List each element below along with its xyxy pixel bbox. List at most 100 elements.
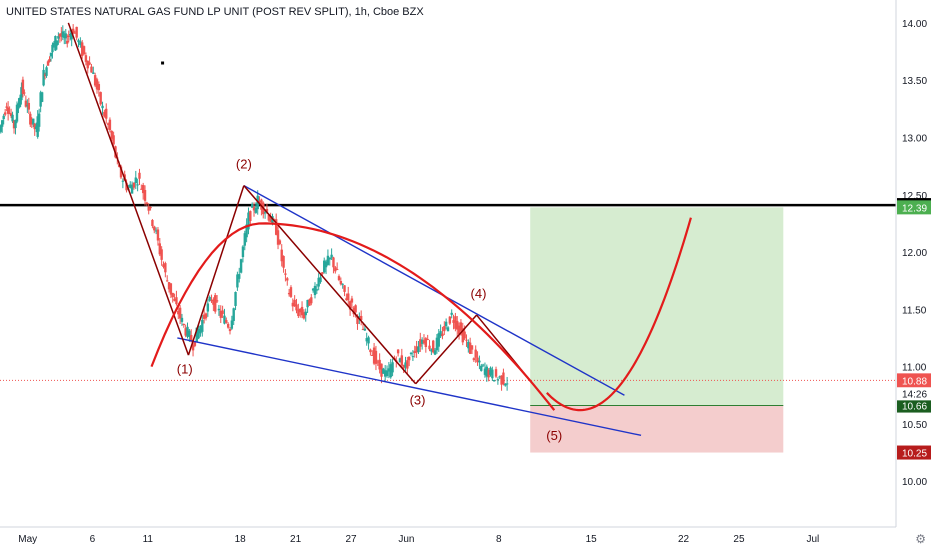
candle-body — [112, 135, 115, 145]
candle-body — [73, 32, 77, 34]
candle-body — [243, 233, 246, 246]
candle-body — [110, 130, 113, 139]
candle-body — [147, 206, 150, 211]
candle-body — [93, 75, 97, 86]
candle-body — [69, 33, 72, 36]
candle-body — [323, 260, 326, 273]
candle-body — [52, 42, 56, 46]
candle-body — [363, 328, 367, 331]
wave-label: (4) — [471, 286, 487, 301]
candle-body — [481, 364, 485, 366]
x-tick-label: Jul — [806, 534, 819, 545]
candle-body — [49, 52, 53, 57]
candle-body — [232, 308, 235, 321]
y-tick-label: 11.50 — [902, 305, 927, 316]
candle-body — [138, 172, 141, 179]
chart-title: UNITED STATES NATURAL GAS FUND LP UNIT (… — [6, 6, 424, 18]
candle-body — [289, 287, 293, 297]
candle-body — [319, 277, 322, 283]
candle-body — [215, 300, 219, 302]
candle-body — [55, 40, 59, 46]
wave-label: (2) — [236, 156, 252, 171]
candle-body — [11, 114, 14, 122]
candle-body — [45, 67, 48, 76]
x-tick-label: 25 — [733, 534, 745, 545]
candle-body — [37, 113, 41, 127]
target-zone — [530, 207, 784, 406]
candle-body — [389, 364, 392, 378]
candle-body — [90, 66, 93, 73]
candle-body — [274, 219, 278, 235]
candle-body — [125, 182, 128, 191]
candle-body — [5, 106, 8, 108]
candle-body — [228, 329, 232, 332]
candle-body — [252, 206, 256, 211]
candle-body — [321, 272, 324, 275]
candle-body — [468, 342, 472, 354]
candle-body — [452, 320, 455, 323]
candle-body — [441, 333, 444, 337]
gear-icon[interactable]: ⚙ — [915, 532, 926, 546]
y-tick-label: 13.00 — [902, 133, 927, 144]
candle-body — [317, 277, 320, 287]
candle-body — [51, 44, 54, 53]
candle-body — [0, 125, 2, 132]
candle-body — [387, 368, 391, 372]
candle-body — [36, 116, 39, 137]
wedge-line-2 — [177, 337, 642, 437]
candle-body — [419, 339, 422, 347]
candle-body — [61, 31, 65, 38]
candle-body — [382, 368, 385, 374]
candle-body — [430, 349, 433, 352]
candle-body — [180, 317, 184, 322]
candle-body — [367, 337, 370, 344]
candle-body — [337, 276, 341, 281]
wave-line-1 — [67, 22, 190, 356]
candle-body — [15, 104, 19, 122]
candle-body — [95, 79, 99, 90]
wave-label: (5) — [546, 428, 562, 443]
candle-body — [17, 103, 20, 109]
candle-body — [361, 329, 365, 331]
candle-body — [339, 281, 343, 285]
candle-body — [352, 307, 355, 315]
candle-body — [67, 35, 70, 38]
candle-body — [162, 264, 165, 267]
candle-body — [210, 300, 213, 302]
candle-body — [310, 297, 313, 304]
candle-body — [437, 333, 440, 347]
candle-body — [32, 118, 35, 125]
candle-body — [221, 310, 224, 314]
candle-body — [70, 32, 73, 40]
candle-body — [206, 303, 210, 312]
wedge-line-1 — [243, 184, 625, 396]
candle-body — [143, 190, 147, 201]
candle-body — [491, 369, 494, 379]
candle-body — [191, 345, 195, 351]
candle-body — [71, 28, 75, 34]
candle-body — [500, 375, 503, 385]
candle-body — [199, 325, 202, 334]
candle-body — [385, 370, 389, 377]
candle-body — [365, 338, 368, 342]
candle-body — [81, 42, 84, 56]
candle-body — [286, 278, 289, 281]
candle-body — [463, 331, 466, 339]
candle-body — [64, 33, 67, 39]
candle-body — [42, 69, 45, 86]
candle-body — [282, 255, 285, 268]
candle-body — [99, 92, 102, 105]
candle-body — [408, 356, 411, 361]
candle-body — [341, 283, 344, 285]
candle-body — [359, 315, 363, 321]
candle-body — [424, 338, 428, 348]
candle-body — [92, 72, 95, 74]
candle-body — [103, 111, 106, 117]
candle-body — [212, 299, 215, 305]
candle-body — [3, 112, 7, 115]
candle-body — [348, 301, 352, 310]
candle-body — [234, 291, 237, 306]
candle-body — [169, 283, 173, 295]
candle-body — [335, 269, 339, 271]
